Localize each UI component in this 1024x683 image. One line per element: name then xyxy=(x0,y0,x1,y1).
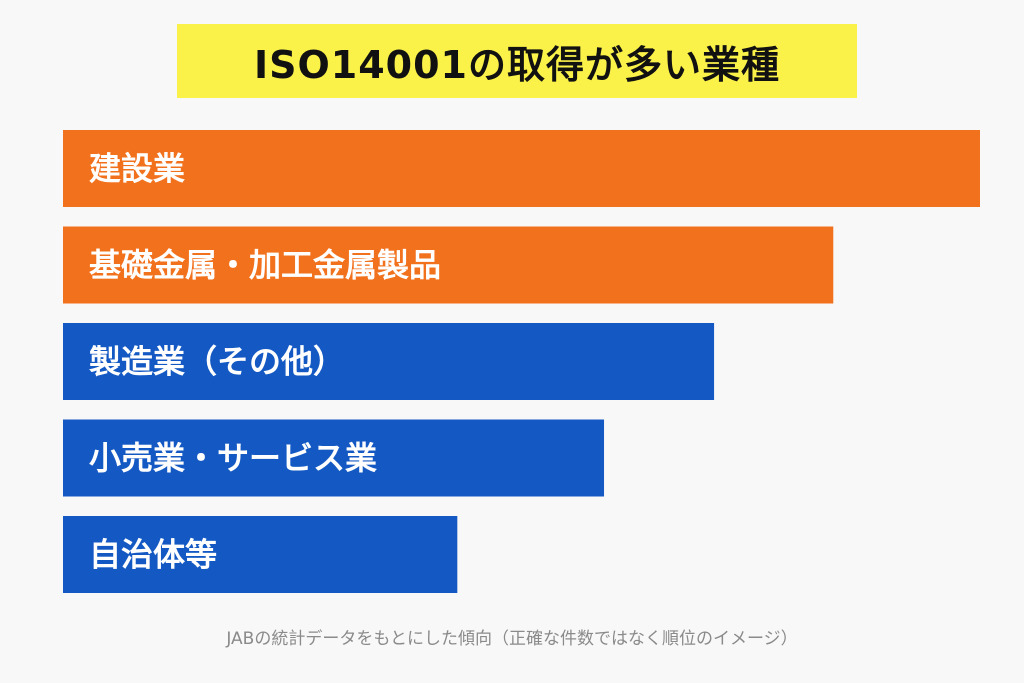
bar-label-4: 小売業・サービス業 xyxy=(89,439,377,477)
bar-label-2: 基礎金属・加工金属製品 xyxy=(89,246,441,284)
bar-label-1: 建設業 xyxy=(89,150,185,188)
bar-label-5: 自治体等 xyxy=(89,536,217,574)
bar-label-3: 製造業（その他） xyxy=(89,343,345,381)
bar-1 xyxy=(63,130,980,207)
title-banner: ISO14001の取得が多い業種 xyxy=(177,24,857,98)
bar-2 xyxy=(63,226,834,304)
chart-title: ISO14001の取得が多い業種 xyxy=(253,42,780,87)
chart-caption: JABの統計データをもとにした傾向（正確な件数ではなく順位のイメージ） xyxy=(226,629,798,649)
bar-3 xyxy=(63,323,715,400)
bar-5 xyxy=(63,516,458,593)
bar-4 xyxy=(63,419,605,497)
